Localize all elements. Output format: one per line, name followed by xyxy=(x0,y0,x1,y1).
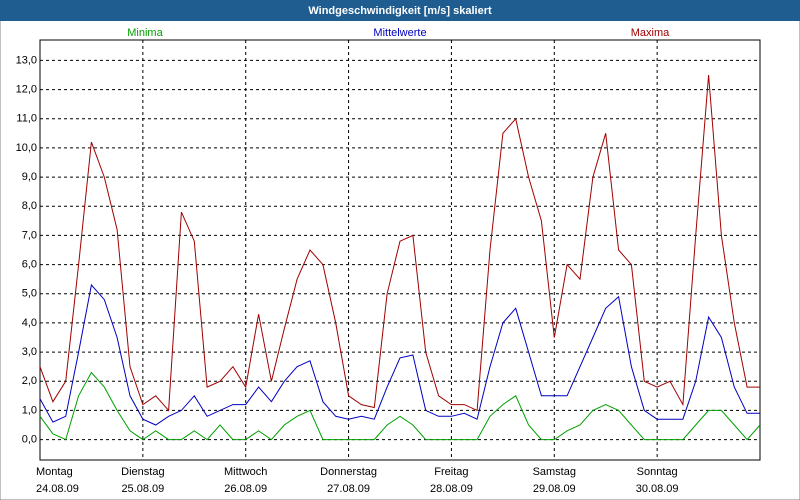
y-tick-label: 5,0 xyxy=(22,288,37,300)
y-tick-label: 3,0 xyxy=(22,346,37,358)
y-tick-label: 10,0 xyxy=(16,142,37,154)
x-tick-label: Dienstag xyxy=(121,466,164,478)
x-tick-date: 26.08.09 xyxy=(224,483,267,495)
x-tick-label: Mittwoch xyxy=(224,466,267,478)
data-line xyxy=(39,74,760,412)
x-tick-date: 29.08.09 xyxy=(533,483,576,495)
y-tick-label: 6,0 xyxy=(22,258,37,270)
legend-label: Mittelwerte xyxy=(373,27,426,39)
y-tick-label: 0,0 xyxy=(22,433,37,445)
x-tick-label: Sonntag xyxy=(637,466,678,478)
y-tick-label: 13,0 xyxy=(16,54,37,66)
legend-label: Minima xyxy=(127,27,163,39)
y-tick-label: 1,0 xyxy=(22,404,37,416)
legend-label: Maxima xyxy=(631,27,670,39)
x-tick-label: Samstag xyxy=(533,466,576,478)
plot-frame xyxy=(39,39,761,461)
y-tick-label: 7,0 xyxy=(22,229,37,241)
x-tick-date: 25.08.09 xyxy=(121,483,164,495)
x-tick-date: 27.08.09 xyxy=(327,483,370,495)
x-tick-date: 28.08.09 xyxy=(430,483,473,495)
data-line xyxy=(39,371,761,441)
x-tick-date: 30.08.09 xyxy=(636,483,679,495)
y-tick-label: 9,0 xyxy=(22,171,37,183)
y-tick-label: 2,0 xyxy=(22,375,37,387)
title-bar xyxy=(0,0,800,21)
x-tick-date: 24.08.09 xyxy=(36,483,79,495)
y-tick-label: 11,0 xyxy=(16,113,37,125)
x-tick-label: Montag xyxy=(36,466,73,478)
chart-title: Windgeschwindigkeit [m/s] skaliert xyxy=(308,5,492,17)
x-tick-label: Donnerstag xyxy=(320,466,377,478)
y-tick-label: 4,0 xyxy=(22,317,37,329)
y-tick-label: 12,0 xyxy=(16,83,37,95)
y-tick-label: 8,0 xyxy=(22,200,37,212)
data-line xyxy=(39,283,760,426)
x-tick-label: Freitag xyxy=(434,466,468,478)
